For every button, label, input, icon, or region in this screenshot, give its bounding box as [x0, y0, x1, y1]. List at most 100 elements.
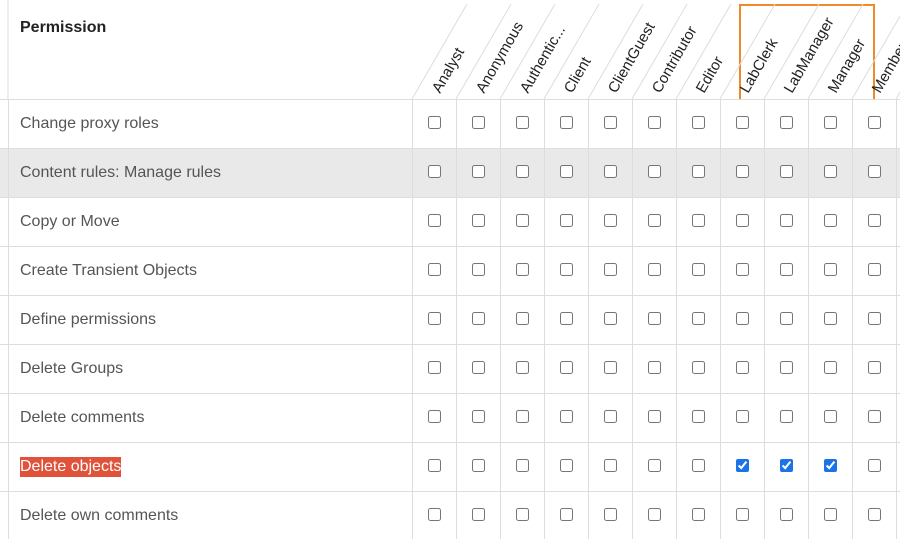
permission-checkbox[interactable]: [560, 312, 573, 325]
permission-checkbox[interactable]: [868, 508, 881, 521]
permission-checkbox[interactable]: [428, 263, 441, 276]
permission-checkbox[interactable]: [692, 312, 705, 325]
permission-checkbox[interactable]: [780, 116, 793, 129]
permission-checkbox[interactable]: [604, 508, 617, 521]
permission-checkbox[interactable]: [780, 214, 793, 227]
permission-checkbox[interactable]: [824, 214, 837, 227]
permission-checkbox[interactable]: [472, 116, 485, 129]
permission-checkbox[interactable]: [824, 165, 837, 178]
permission-checkbox[interactable]: [428, 312, 441, 325]
permission-checkbox[interactable]: [604, 214, 617, 227]
permission-checkbox[interactable]: [824, 459, 837, 472]
permission-checkbox[interactable]: [472, 410, 485, 423]
permission-checkbox[interactable]: [692, 361, 705, 374]
permission-checkbox[interactable]: [604, 312, 617, 325]
permission-checkbox[interactable]: [648, 459, 661, 472]
permission-checkbox[interactable]: [472, 459, 485, 472]
permission-checkbox[interactable]: [648, 361, 661, 374]
permission-checkbox[interactable]: [736, 312, 749, 325]
permission-checkbox[interactable]: [428, 508, 441, 521]
permission-checkbox[interactable]: [692, 165, 705, 178]
permission-checkbox[interactable]: [868, 410, 881, 423]
permission-checkbox[interactable]: [648, 263, 661, 276]
permission-checkbox[interactable]: [868, 214, 881, 227]
permission-checkbox[interactable]: [428, 214, 441, 227]
permission-checkbox[interactable]: [560, 508, 573, 521]
permission-checkbox[interactable]: [428, 116, 441, 129]
permission-checkbox[interactable]: [560, 165, 573, 178]
permission-checkbox[interactable]: [692, 410, 705, 423]
permission-checkbox[interactable]: [516, 410, 529, 423]
permission-checkbox[interactable]: [428, 459, 441, 472]
permission-checkbox[interactable]: [648, 165, 661, 178]
permission-checkbox[interactable]: [736, 410, 749, 423]
permission-checkbox[interactable]: [736, 508, 749, 521]
permission-checkbox[interactable]: [780, 459, 793, 472]
permission-checkbox[interactable]: [780, 410, 793, 423]
permission-checkbox[interactable]: [736, 165, 749, 178]
permission-checkbox[interactable]: [692, 116, 705, 129]
permission-checkbox[interactable]: [516, 459, 529, 472]
permission-checkbox[interactable]: [868, 165, 881, 178]
permission-checkbox[interactable]: [472, 312, 485, 325]
permission-checkbox[interactable]: [516, 361, 529, 374]
permission-checkbox[interactable]: [472, 508, 485, 521]
permission-checkbox[interactable]: [648, 312, 661, 325]
permission-checkbox[interactable]: [472, 263, 485, 276]
permission-checkbox[interactable]: [516, 214, 529, 227]
permission-checkbox[interactable]: [472, 214, 485, 227]
permission-checkbox[interactable]: [516, 312, 529, 325]
permission-checkbox[interactable]: [560, 263, 573, 276]
permission-checkbox[interactable]: [428, 410, 441, 423]
permission-checkbox[interactable]: [736, 263, 749, 276]
permission-checkbox[interactable]: [780, 263, 793, 276]
permission-checkbox[interactable]: [428, 165, 441, 178]
permission-checkbox[interactable]: [868, 459, 881, 472]
permission-checkbox[interactable]: [780, 312, 793, 325]
permission-checkbox[interactable]: [868, 361, 881, 374]
permission-checkbox[interactable]: [868, 312, 881, 325]
permission-checkbox[interactable]: [824, 263, 837, 276]
permission-checkbox[interactable]: [868, 116, 881, 129]
permission-checkbox[interactable]: [736, 361, 749, 374]
permission-checkbox[interactable]: [472, 165, 485, 178]
permission-checkbox[interactable]: [604, 459, 617, 472]
permission-checkbox[interactable]: [516, 263, 529, 276]
permission-checkbox[interactable]: [604, 263, 617, 276]
permission-checkbox[interactable]: [648, 508, 661, 521]
permission-checkbox[interactable]: [604, 116, 617, 129]
permission-checkbox[interactable]: [648, 214, 661, 227]
permission-checkbox[interactable]: [560, 116, 573, 129]
permission-checkbox[interactable]: [824, 312, 837, 325]
permission-checkbox[interactable]: [604, 410, 617, 423]
permission-checkbox[interactable]: [560, 410, 573, 423]
cell-divider: [456, 492, 457, 539]
permission-checkbox[interactable]: [780, 361, 793, 374]
permission-checkbox[interactable]: [428, 361, 441, 374]
permission-checkbox[interactable]: [868, 263, 881, 276]
permission-checkbox[interactable]: [736, 116, 749, 129]
permission-checkbox[interactable]: [824, 508, 837, 521]
permission-checkbox[interactable]: [780, 165, 793, 178]
permission-checkbox[interactable]: [472, 361, 485, 374]
permission-checkbox[interactable]: [560, 361, 573, 374]
permission-checkbox[interactable]: [824, 361, 837, 374]
permission-checkbox[interactable]: [516, 165, 529, 178]
permission-checkbox[interactable]: [824, 410, 837, 423]
permission-checkbox[interactable]: [604, 361, 617, 374]
permission-checkbox[interactable]: [604, 165, 617, 178]
permission-checkbox[interactable]: [560, 459, 573, 472]
permission-checkbox[interactable]: [648, 116, 661, 129]
permission-checkbox[interactable]: [692, 508, 705, 521]
permission-checkbox[interactable]: [736, 214, 749, 227]
permission-checkbox[interactable]: [648, 410, 661, 423]
permission-checkbox[interactable]: [692, 459, 705, 472]
permission-checkbox[interactable]: [692, 214, 705, 227]
permission-checkbox[interactable]: [516, 116, 529, 129]
permission-checkbox[interactable]: [692, 263, 705, 276]
permission-checkbox[interactable]: [560, 214, 573, 227]
permission-checkbox[interactable]: [780, 508, 793, 521]
permission-checkbox[interactable]: [516, 508, 529, 521]
permission-checkbox[interactable]: [736, 459, 749, 472]
permission-checkbox[interactable]: [824, 116, 837, 129]
